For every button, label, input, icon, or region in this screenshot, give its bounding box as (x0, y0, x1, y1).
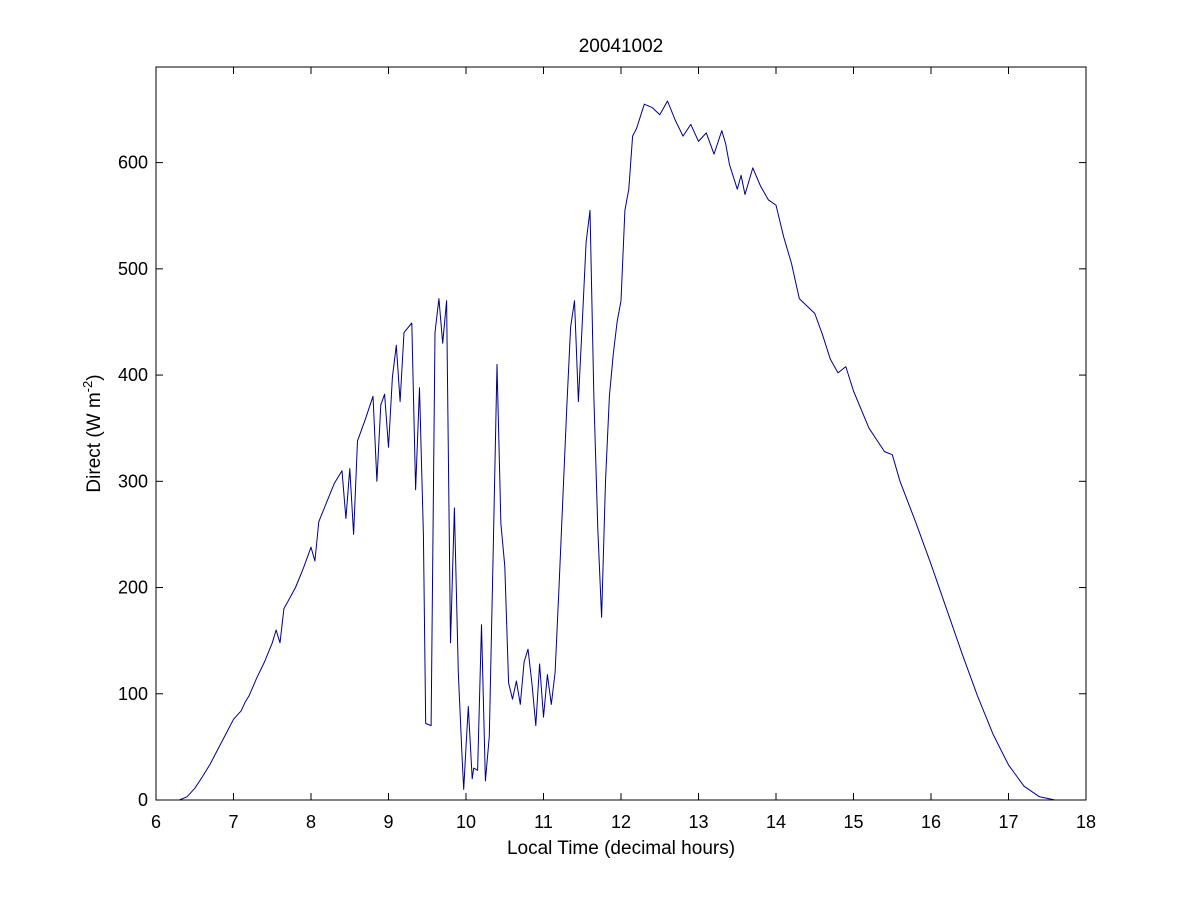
series-line-0 (171, 100, 1071, 801)
x-tick-label: 7 (228, 812, 238, 832)
y-tick-label: 0 (138, 790, 148, 810)
x-tick-label: 6 (151, 812, 161, 832)
x-tick-label: 11 (534, 812, 553, 832)
x-tick-label: 15 (843, 812, 863, 832)
x-tick-label: 13 (688, 812, 708, 832)
x-tick-label: 10 (456, 812, 476, 832)
x-tick-label: 17 (998, 812, 1018, 832)
x-tick-label: 16 (921, 812, 941, 832)
y-tick-label: 300 (118, 471, 148, 491)
x-tick-label: 9 (383, 812, 393, 832)
y-axis-ticks: 0 100 200 300 400 500 600 (118, 153, 1086, 810)
y-axis-label-superscript: -2 (80, 381, 95, 393)
x-axis-ticks: 6 7 8 9 10 11 12 13 14 15 16 17 18 (151, 67, 1096, 832)
x-axis-label: Local Time (decimal hours) (507, 838, 735, 859)
y-axis-label-main: Direct (W m (84, 392, 105, 492)
series-layer (171, 100, 1071, 801)
y-tick-label: 600 (118, 153, 148, 173)
y-axis-label-suffix: ) (84, 374, 105, 380)
plot-area (156, 67, 1086, 800)
x-tick-label: 12 (611, 812, 631, 832)
y-axis-label: Direct (W m-2) (80, 374, 105, 492)
x-tick-label: 18 (1076, 812, 1096, 832)
y-tick-label: 200 (118, 578, 148, 598)
x-tick-label: 14 (766, 812, 786, 832)
y-tick-label: 100 (118, 684, 148, 704)
x-tick-label: 8 (306, 812, 316, 832)
y-tick-label: 500 (118, 259, 148, 279)
y-tick-label: 400 (118, 365, 148, 385)
chart-title: 20041002 (579, 36, 664, 57)
